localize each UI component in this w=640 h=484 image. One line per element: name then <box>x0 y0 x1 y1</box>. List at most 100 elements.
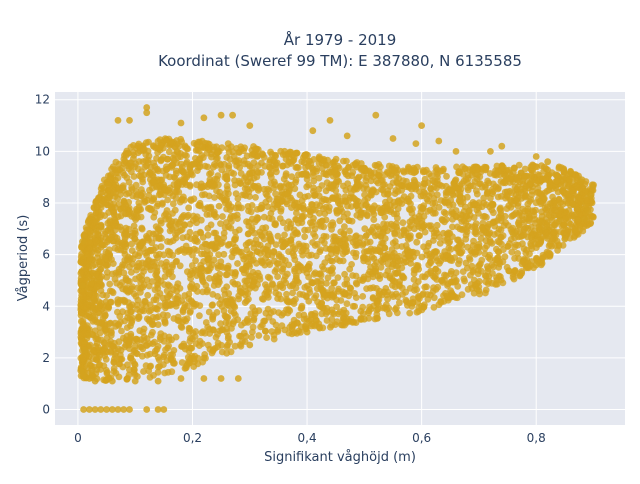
data-point <box>178 138 186 146</box>
data-point <box>206 274 213 282</box>
data-point <box>92 355 100 363</box>
data-point <box>292 215 299 223</box>
data-point <box>235 177 243 185</box>
data-point <box>400 226 408 234</box>
data-point <box>528 223 535 231</box>
data-point <box>499 279 507 287</box>
data-point <box>311 242 319 249</box>
data-point <box>168 368 176 376</box>
data-point <box>189 251 196 259</box>
data-point <box>209 347 217 355</box>
data-point <box>309 127 317 135</box>
data-point <box>492 167 499 175</box>
data-point <box>272 165 280 172</box>
data-point <box>126 406 133 413</box>
data-point <box>303 269 311 277</box>
data-point <box>246 263 254 270</box>
data-point <box>389 281 396 289</box>
data-point <box>200 182 208 190</box>
data-point <box>482 164 490 172</box>
data-point <box>80 259 87 267</box>
data-point <box>143 104 151 111</box>
data-point <box>106 320 113 328</box>
data-point <box>105 236 112 244</box>
data-point <box>260 185 268 193</box>
data-point <box>223 271 231 279</box>
data-point <box>336 217 344 225</box>
data-point <box>151 258 159 266</box>
data-point <box>522 249 530 257</box>
data-point <box>583 196 590 204</box>
data-point <box>470 237 477 245</box>
data-point <box>248 169 256 177</box>
data-point <box>452 148 460 155</box>
data-point <box>93 271 100 278</box>
data-point <box>241 277 249 285</box>
data-point <box>457 200 465 208</box>
data-point <box>224 262 232 270</box>
data-point <box>529 162 537 169</box>
data-point <box>156 362 164 370</box>
data-point <box>225 240 233 248</box>
data-point <box>128 184 136 191</box>
data-point <box>270 201 278 208</box>
data-point <box>136 308 144 315</box>
data-point <box>214 339 222 347</box>
data-point <box>227 203 235 211</box>
data-point <box>546 240 554 248</box>
data-point <box>114 308 121 316</box>
data-point <box>361 248 368 256</box>
data-point <box>431 199 439 207</box>
data-point <box>360 254 367 262</box>
data-point <box>112 169 120 177</box>
data-point <box>161 263 169 271</box>
data-point <box>80 372 87 380</box>
data-point <box>509 230 517 238</box>
data-point <box>248 227 256 234</box>
data-point <box>480 199 488 207</box>
data-point <box>223 154 231 161</box>
scatter-points <box>77 104 597 413</box>
data-point <box>331 321 339 328</box>
data-point <box>581 188 589 196</box>
data-point <box>101 254 109 261</box>
data-point <box>392 290 400 298</box>
data-point <box>164 238 171 245</box>
data-point <box>208 242 216 250</box>
data-point <box>111 244 119 252</box>
data-point <box>196 155 203 163</box>
data-point <box>513 174 521 182</box>
data-point <box>400 259 408 266</box>
data-point <box>291 329 298 337</box>
data-point <box>311 269 319 277</box>
data-point <box>566 234 574 242</box>
data-point <box>114 300 122 308</box>
data-point <box>141 297 149 305</box>
data-point <box>284 190 291 198</box>
data-point <box>227 212 235 220</box>
data-point <box>472 166 480 174</box>
data-point <box>430 294 438 302</box>
data-point <box>99 188 107 196</box>
data-point <box>567 168 574 176</box>
data-point <box>372 267 380 275</box>
data-point <box>515 221 523 229</box>
data-point <box>298 197 306 205</box>
data-point <box>322 196 330 204</box>
data-point <box>373 311 381 318</box>
data-point <box>114 345 122 353</box>
data-point <box>267 237 275 245</box>
y-tick-label: 10 <box>35 144 50 158</box>
data-point <box>341 291 349 298</box>
data-point <box>210 229 218 237</box>
data-point <box>156 136 164 144</box>
data-point <box>165 268 173 275</box>
data-point <box>172 302 180 310</box>
data-point <box>96 302 103 309</box>
data-point <box>230 309 238 317</box>
data-point <box>331 167 338 175</box>
data-point <box>234 375 242 382</box>
data-point <box>230 318 238 325</box>
data-point <box>340 231 348 238</box>
data-point <box>440 208 448 216</box>
